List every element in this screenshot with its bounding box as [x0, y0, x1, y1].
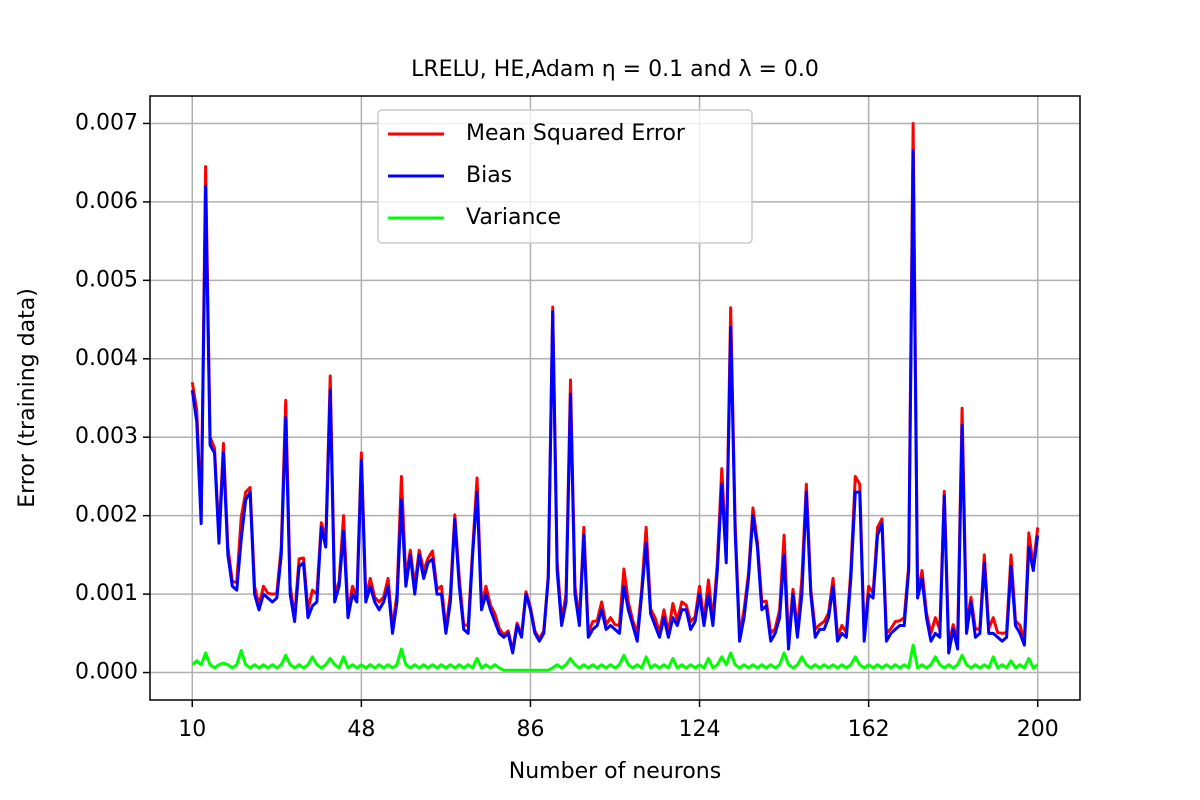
x-axis-label: Number of neurons — [509, 759, 721, 784]
series-line — [190, 149, 1040, 655]
y-tick-label: 0.001 — [75, 581, 138, 606]
y-tick-label: 0.002 — [75, 503, 138, 528]
y-tick-label: 0.000 — [75, 660, 138, 685]
x-tick-label: 86 — [516, 717, 544, 742]
x-tick-label: 48 — [347, 717, 375, 742]
x-tick-label: 200 — [1017, 717, 1059, 742]
y-tick-label: 0.005 — [75, 267, 138, 292]
chart-title: LRELU, HE,Adam η = 0.1 and λ = 0.0 — [411, 57, 819, 82]
x-tick-label: 124 — [679, 717, 721, 742]
x-tick-label: 162 — [848, 717, 890, 742]
legend-label: Bias — [466, 163, 512, 188]
legend-box — [377, 109, 753, 244]
plot-frame — [149, 95, 1081, 701]
legend-label: Mean Squared Error — [466, 121, 686, 146]
x-tick-label: 10 — [178, 717, 206, 742]
series-line — [191, 643, 1039, 672]
y-axis-label: Error (training data) — [15, 288, 40, 508]
y-tick-label: 0.006 — [75, 189, 138, 214]
y-tick-label: 0.004 — [75, 346, 138, 371]
legend-label: Variance — [466, 205, 561, 230]
y-tick-label: 0.007 — [75, 110, 138, 135]
y-tick-label: 0.003 — [75, 424, 138, 449]
